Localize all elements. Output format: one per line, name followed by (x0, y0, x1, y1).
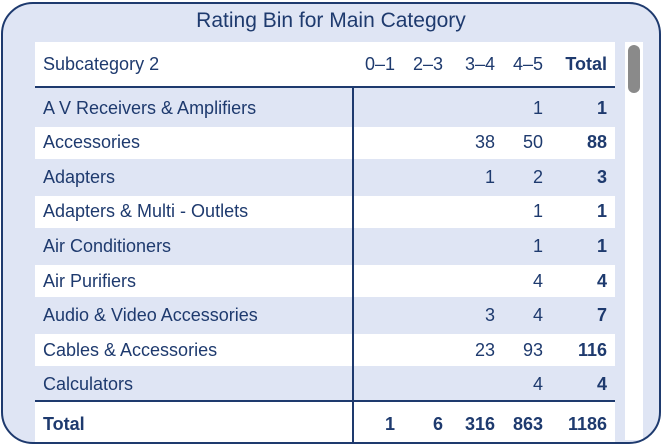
vertical-scrollbar[interactable] (625, 42, 643, 440)
cell-bin-0-1 (353, 230, 395, 262)
cell-bin-0-1 (353, 196, 395, 228)
table-title: Rating Bin for Main Category (196, 9, 466, 32)
cell-bin-3-4: 38 (474, 132, 495, 153)
table-row[interactable]: Calculators 4 4 (35, 368, 615, 401)
cell-bin-2-3 (399, 196, 443, 228)
cell-bin-0-1 (353, 127, 395, 159)
cell-bin-4-5: 4 (532, 305, 543, 326)
table-row[interactable]: A V Receivers & Amplifiers 1 1 (35, 92, 615, 124)
cell-row-total: 4 (596, 374, 607, 395)
grand-total-row: Total 1 6 316 863 1186 (35, 400, 615, 442)
total-label: Total (43, 413, 85, 434)
cell-bin-3-4 (445, 265, 495, 297)
scrollbar-thumb[interactable] (628, 45, 640, 93)
row-subcategory-name: Audio & Video Accessories (43, 305, 258, 326)
cell-bin-0-1 (353, 265, 395, 297)
header-bin-4-5[interactable]: 4–5 (512, 53, 543, 74)
cell-bin-2-3 (399, 127, 443, 159)
cell-bin-0-1 (353, 369, 395, 401)
cell-row-total: 88 (586, 132, 607, 153)
row-subcategory-name: Cables & Accessories (43, 339, 218, 360)
header-bin-3-4[interactable]: 3–4 (464, 53, 495, 74)
cell-bin-4-5: 4 (532, 374, 543, 395)
cell-bin-2-3 (399, 300, 443, 332)
cell-bin-3-4: 23 (474, 339, 495, 360)
cell-bin-3-4 (445, 92, 495, 124)
total-bin-3-4: 316 (464, 413, 495, 434)
cell-bin-3-4: 1 (484, 166, 495, 187)
cell-row-total: 116 (577, 339, 607, 360)
total-grand: 1186 (567, 413, 607, 434)
row-subcategory-name: Air Purifiers (43, 270, 137, 291)
table-header: Subcategory 2 0–1 2–3 3–4 4–5 Total (35, 42, 615, 88)
cell-bin-4-5: 1 (532, 97, 543, 118)
cell-row-total: 3 (596, 166, 607, 187)
row-subcategory-name: Air Conditioners (43, 235, 172, 256)
table-row[interactable]: Air Conditioners 1 1 (35, 230, 615, 263)
cell-bin-3-4 (445, 369, 495, 401)
cell-bin-2-3 (399, 334, 443, 366)
cell-bin-2-3 (399, 369, 443, 401)
total-bin-2-3: 6 (432, 413, 443, 434)
header-bin-0-1[interactable]: 0–1 (364, 53, 395, 74)
row-header-divider (352, 88, 354, 442)
row-subcategory-name: Adapters & Multi - Outlets (43, 201, 249, 222)
table-row[interactable]: Audio & Video Accessories 3 4 7 (35, 299, 615, 332)
cell-bin-2-3 (399, 161, 443, 193)
cell-bin-0-1 (353, 92, 395, 124)
table-row[interactable]: Cables & Accessories 23 93 116 (35, 334, 615, 367)
header-total[interactable]: Total (565, 53, 607, 74)
cell-row-total: 1 (596, 97, 607, 118)
cell-bin-4-5: 2 (532, 166, 543, 187)
cell-bin-3-4 (445, 196, 495, 228)
cell-row-total: 7 (596, 305, 607, 326)
cell-bin-4-5: 93 (522, 339, 543, 360)
row-subcategory-name: A V Receivers & Amplifiers (43, 97, 257, 118)
cell-bin-2-3 (399, 230, 443, 262)
cell-bin-0-1 (353, 161, 395, 193)
cell-bin-4-5: 4 (532, 270, 543, 291)
row-subcategory-name: Adapters (43, 166, 116, 187)
table-row[interactable]: Adapters & Multi - Outlets 1 1 (35, 195, 615, 228)
cell-bin-3-4 (445, 230, 495, 262)
table-row[interactable]: Accessories 38 50 88 (35, 126, 615, 159)
table-row[interactable]: Air Purifiers 4 4 (35, 265, 615, 297)
header-bin-2-3[interactable]: 2–3 (412, 53, 443, 74)
total-bin-0-1: 1 (384, 413, 395, 434)
cell-bin-0-1 (353, 334, 395, 366)
row-subcategory-name: Calculators (43, 374, 134, 395)
header-subcategory[interactable]: Subcategory 2 (43, 53, 160, 74)
cell-bin-4-5: 1 (532, 235, 543, 256)
cell-bin-2-3 (399, 92, 443, 124)
cell-bin-3-4: 3 (484, 305, 495, 326)
cell-row-total: 1 (596, 201, 607, 222)
table-row[interactable]: Adapters 1 2 3 (35, 161, 615, 194)
cell-row-total: 4 (596, 270, 607, 291)
cell-bin-4-5: 1 (532, 201, 543, 222)
cell-row-total: 1 (596, 235, 607, 256)
cell-bin-0-1 (353, 300, 395, 332)
cell-bin-2-3 (399, 265, 443, 297)
row-subcategory-name: Accessories (43, 132, 141, 153)
cell-bin-4-5: 50 (522, 132, 543, 153)
total-bin-4-5: 863 (512, 413, 543, 434)
